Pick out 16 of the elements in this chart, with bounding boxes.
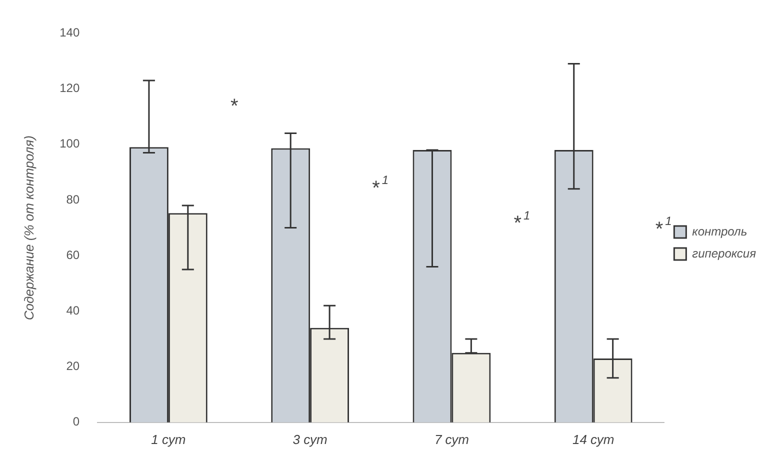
y-axis-title: Содержание (% от контроля) xyxy=(21,135,36,320)
x-tick-label: 7 сут xyxy=(434,432,470,447)
y-tick-label: 60 xyxy=(66,248,80,262)
y-tick-label: 80 xyxy=(66,192,80,206)
y-tick-label: 100 xyxy=(60,136,80,151)
legend-label: гипероксия xyxy=(692,246,757,260)
y-tick-label: 20 xyxy=(66,359,80,374)
y-tick-label: 120 xyxy=(60,81,80,96)
annotation: * xyxy=(230,96,238,118)
y-tick-label: 0 xyxy=(72,414,80,429)
x-tick-label: 1 сут xyxy=(151,432,186,447)
y-tick-label: 40 xyxy=(66,304,80,318)
y-tick-label: 140 xyxy=(60,26,80,40)
x-tick-label: 14 сут xyxy=(572,432,614,447)
legend-label: контроль xyxy=(692,224,748,238)
x-tick-label: 3 сут xyxy=(292,432,328,447)
